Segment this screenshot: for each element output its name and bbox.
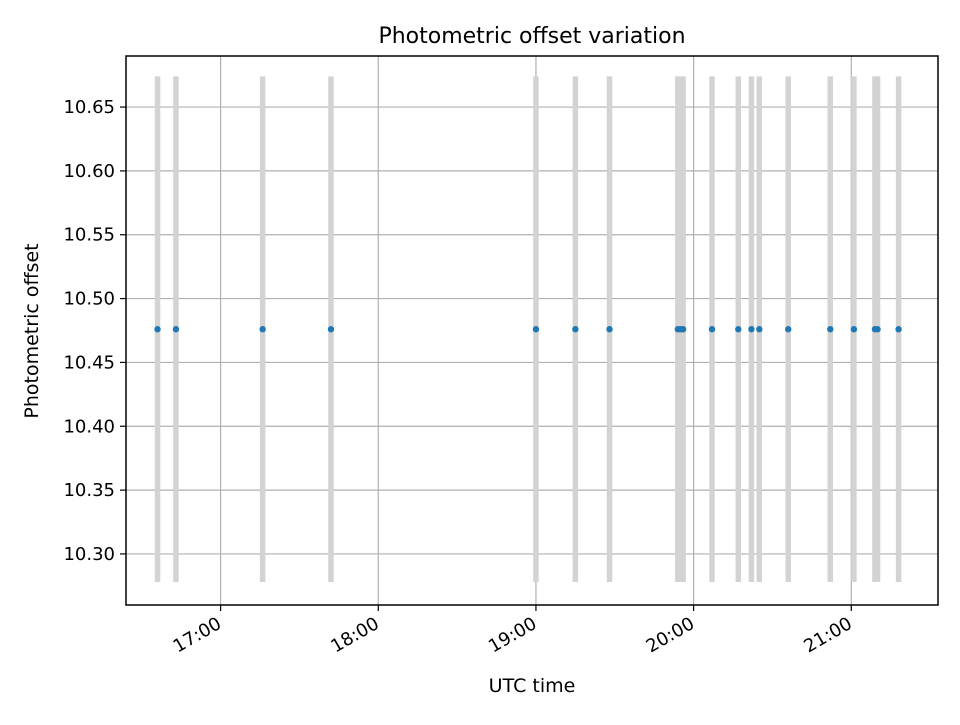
y-tick-label: 10.40: [63, 416, 115, 437]
chart-title: Photometric offset variation: [378, 24, 685, 49]
data-point: [735, 326, 742, 333]
y-tick-label: 10.60: [63, 161, 115, 182]
data-point: [327, 326, 335, 333]
data-point: [606, 326, 613, 333]
y-tick-label: 10.50: [63, 289, 115, 310]
data-point: [679, 326, 687, 333]
data-point: [895, 326, 902, 333]
data-point: [748, 326, 755, 333]
y-tick-label: 10.30: [63, 544, 115, 565]
data-point: [708, 326, 716, 333]
x-axis-label: UTC time: [489, 675, 576, 697]
data-point: [756, 326, 763, 333]
data-point: [172, 326, 180, 333]
data-point: [785, 326, 792, 333]
data-point: [154, 326, 161, 333]
plot-frame: [125, 55, 939, 606]
y-tick-label: 10.45: [63, 352, 115, 373]
data-point: [532, 326, 540, 333]
data-point: [259, 326, 266, 333]
y-tick-label: 10.65: [63, 97, 115, 118]
data-point: [827, 326, 834, 333]
y-tick-label: 10.55: [63, 225, 115, 246]
y-tick-label: 10.35: [63, 480, 115, 501]
data-point: [874, 326, 881, 333]
data-point: [850, 326, 858, 333]
y-axis-label: Photometric offset: [21, 243, 43, 418]
data-point: [572, 326, 579, 333]
data-points: [154, 326, 902, 333]
